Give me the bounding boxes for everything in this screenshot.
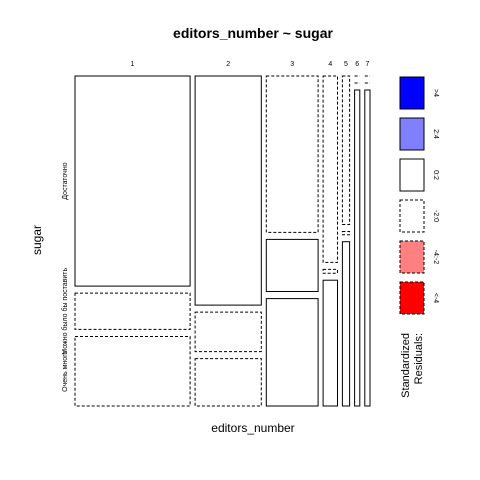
- tile-1-2: [74, 292, 191, 330]
- column-label-5: 5: [344, 61, 348, 68]
- legend-swatch-1: [399, 76, 425, 110]
- column-label-2: 2: [226, 61, 230, 68]
- tile-4-3: [322, 279, 339, 407]
- legend-swatch-5: [399, 240, 425, 274]
- column-label-7: 7: [365, 61, 369, 68]
- mosaic-tiles: [74, 75, 371, 407]
- tile-2-3: [194, 358, 262, 407]
- tile-7-3: [364, 89, 371, 407]
- column-label-4: 4: [328, 61, 332, 68]
- tile-4-2: [322, 268, 339, 274]
- legend-label-6: <-4: [432, 293, 439, 303]
- tile-6-3: [354, 89, 361, 407]
- tile-3-1: [265, 75, 319, 233]
- tile-4-1: [322, 75, 339, 263]
- legend-title-line-1: Standardized: [400, 333, 412, 398]
- legend-label-5: -4:-2: [432, 250, 439, 265]
- tile-5-1: [341, 75, 351, 225]
- legend-title-line-2: Residuals:: [413, 333, 425, 384]
- row-label-3: Очень много: [62, 350, 69, 391]
- legend-swatch-6: [399, 281, 425, 315]
- column-label-6: 6: [355, 61, 359, 68]
- column-label-1: 1: [131, 61, 135, 68]
- row-label-1: Достаточно: [62, 162, 69, 199]
- row-label-2: Можно было бы поставить: [61, 268, 69, 355]
- legend-swatch-2: [399, 117, 425, 151]
- residuals-legend: >4 2:4 0:2 -2:0 -4:-2 <-4 Standardized Residual…: [399, 76, 439, 398]
- legend-label-2: 2:4: [432, 129, 439, 139]
- y-axis-label: sugar: [30, 225, 44, 255]
- legend-label-3: 0:2: [432, 170, 439, 180]
- legend-swatch-4: [399, 199, 425, 233]
- legend-swatch-3: [399, 158, 425, 192]
- tile-1-1: [74, 75, 191, 287]
- x-axis-label: editors_number: [211, 421, 294, 435]
- column-label-3: 3: [290, 61, 294, 68]
- legend-label-1: >4: [432, 89, 439, 97]
- tile-1-3: [74, 336, 191, 407]
- tile-5-3: [341, 241, 351, 407]
- tile-3-3: [265, 298, 319, 407]
- tile-5-2: [341, 231, 351, 236]
- tile-2-1: [194, 75, 262, 306]
- tile-2-2: [194, 311, 262, 353]
- chart-title: editors_number ~ sugar: [173, 25, 333, 41]
- tile-3-2: [265, 238, 319, 292]
- legend-label-4: -2:0: [432, 210, 439, 222]
